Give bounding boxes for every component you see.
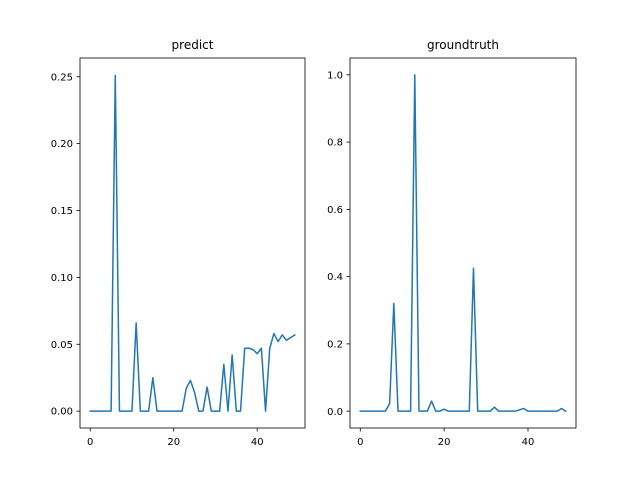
groundtruth-ytick-label: 0.0: [327, 407, 343, 418]
groundtruth-ytick-label: 0.6: [327, 205, 343, 216]
predict-series-line: [89, 74, 296, 412]
groundtruth-ytick-label: 0.4: [327, 272, 343, 283]
groundtruth-ytick-label: 0.8: [327, 138, 343, 149]
predict-xtick-label: 0: [87, 437, 93, 448]
groundtruth-ytick-label: 1.0: [327, 70, 343, 81]
predict-ytick-label: 0.20: [51, 139, 73, 150]
groundtruth-axes-frame: [349, 57, 577, 429]
groundtruth-series-line: [359, 74, 567, 413]
predict-ytick-label: 0.15: [51, 206, 73, 217]
predict-xtick-label: 40: [251, 437, 264, 448]
groundtruth-xtick-label: 0: [357, 437, 363, 448]
subplot-predict: predict 0 20 40 0.00 0.05 0.10 0.15 0.20 0.25: [51, 38, 306, 448]
predict-ytick-label: 0.05: [51, 340, 73, 351]
subplot-groundtruth: groundtruth 0 20 40 0.0 0.2 0.4 0.6 0.8 1.0: [327, 38, 577, 448]
groundtruth-xtick-label: 20: [438, 437, 451, 448]
groundtruth-xtick-label: 40: [522, 437, 535, 448]
predict-ytick-label: 0.10: [51, 273, 73, 284]
groundtruth-ytick-label: 0.2: [327, 340, 343, 351]
predict-ytick-label: 0.25: [51, 72, 73, 83]
predict-ytick-label: 0.00: [51, 407, 73, 418]
predict-axes-frame: [79, 57, 306, 429]
predict-title: predict: [172, 38, 214, 52]
predict-xtick-label: 20: [167, 437, 180, 448]
groundtruth-title: groundtruth: [427, 38, 499, 52]
